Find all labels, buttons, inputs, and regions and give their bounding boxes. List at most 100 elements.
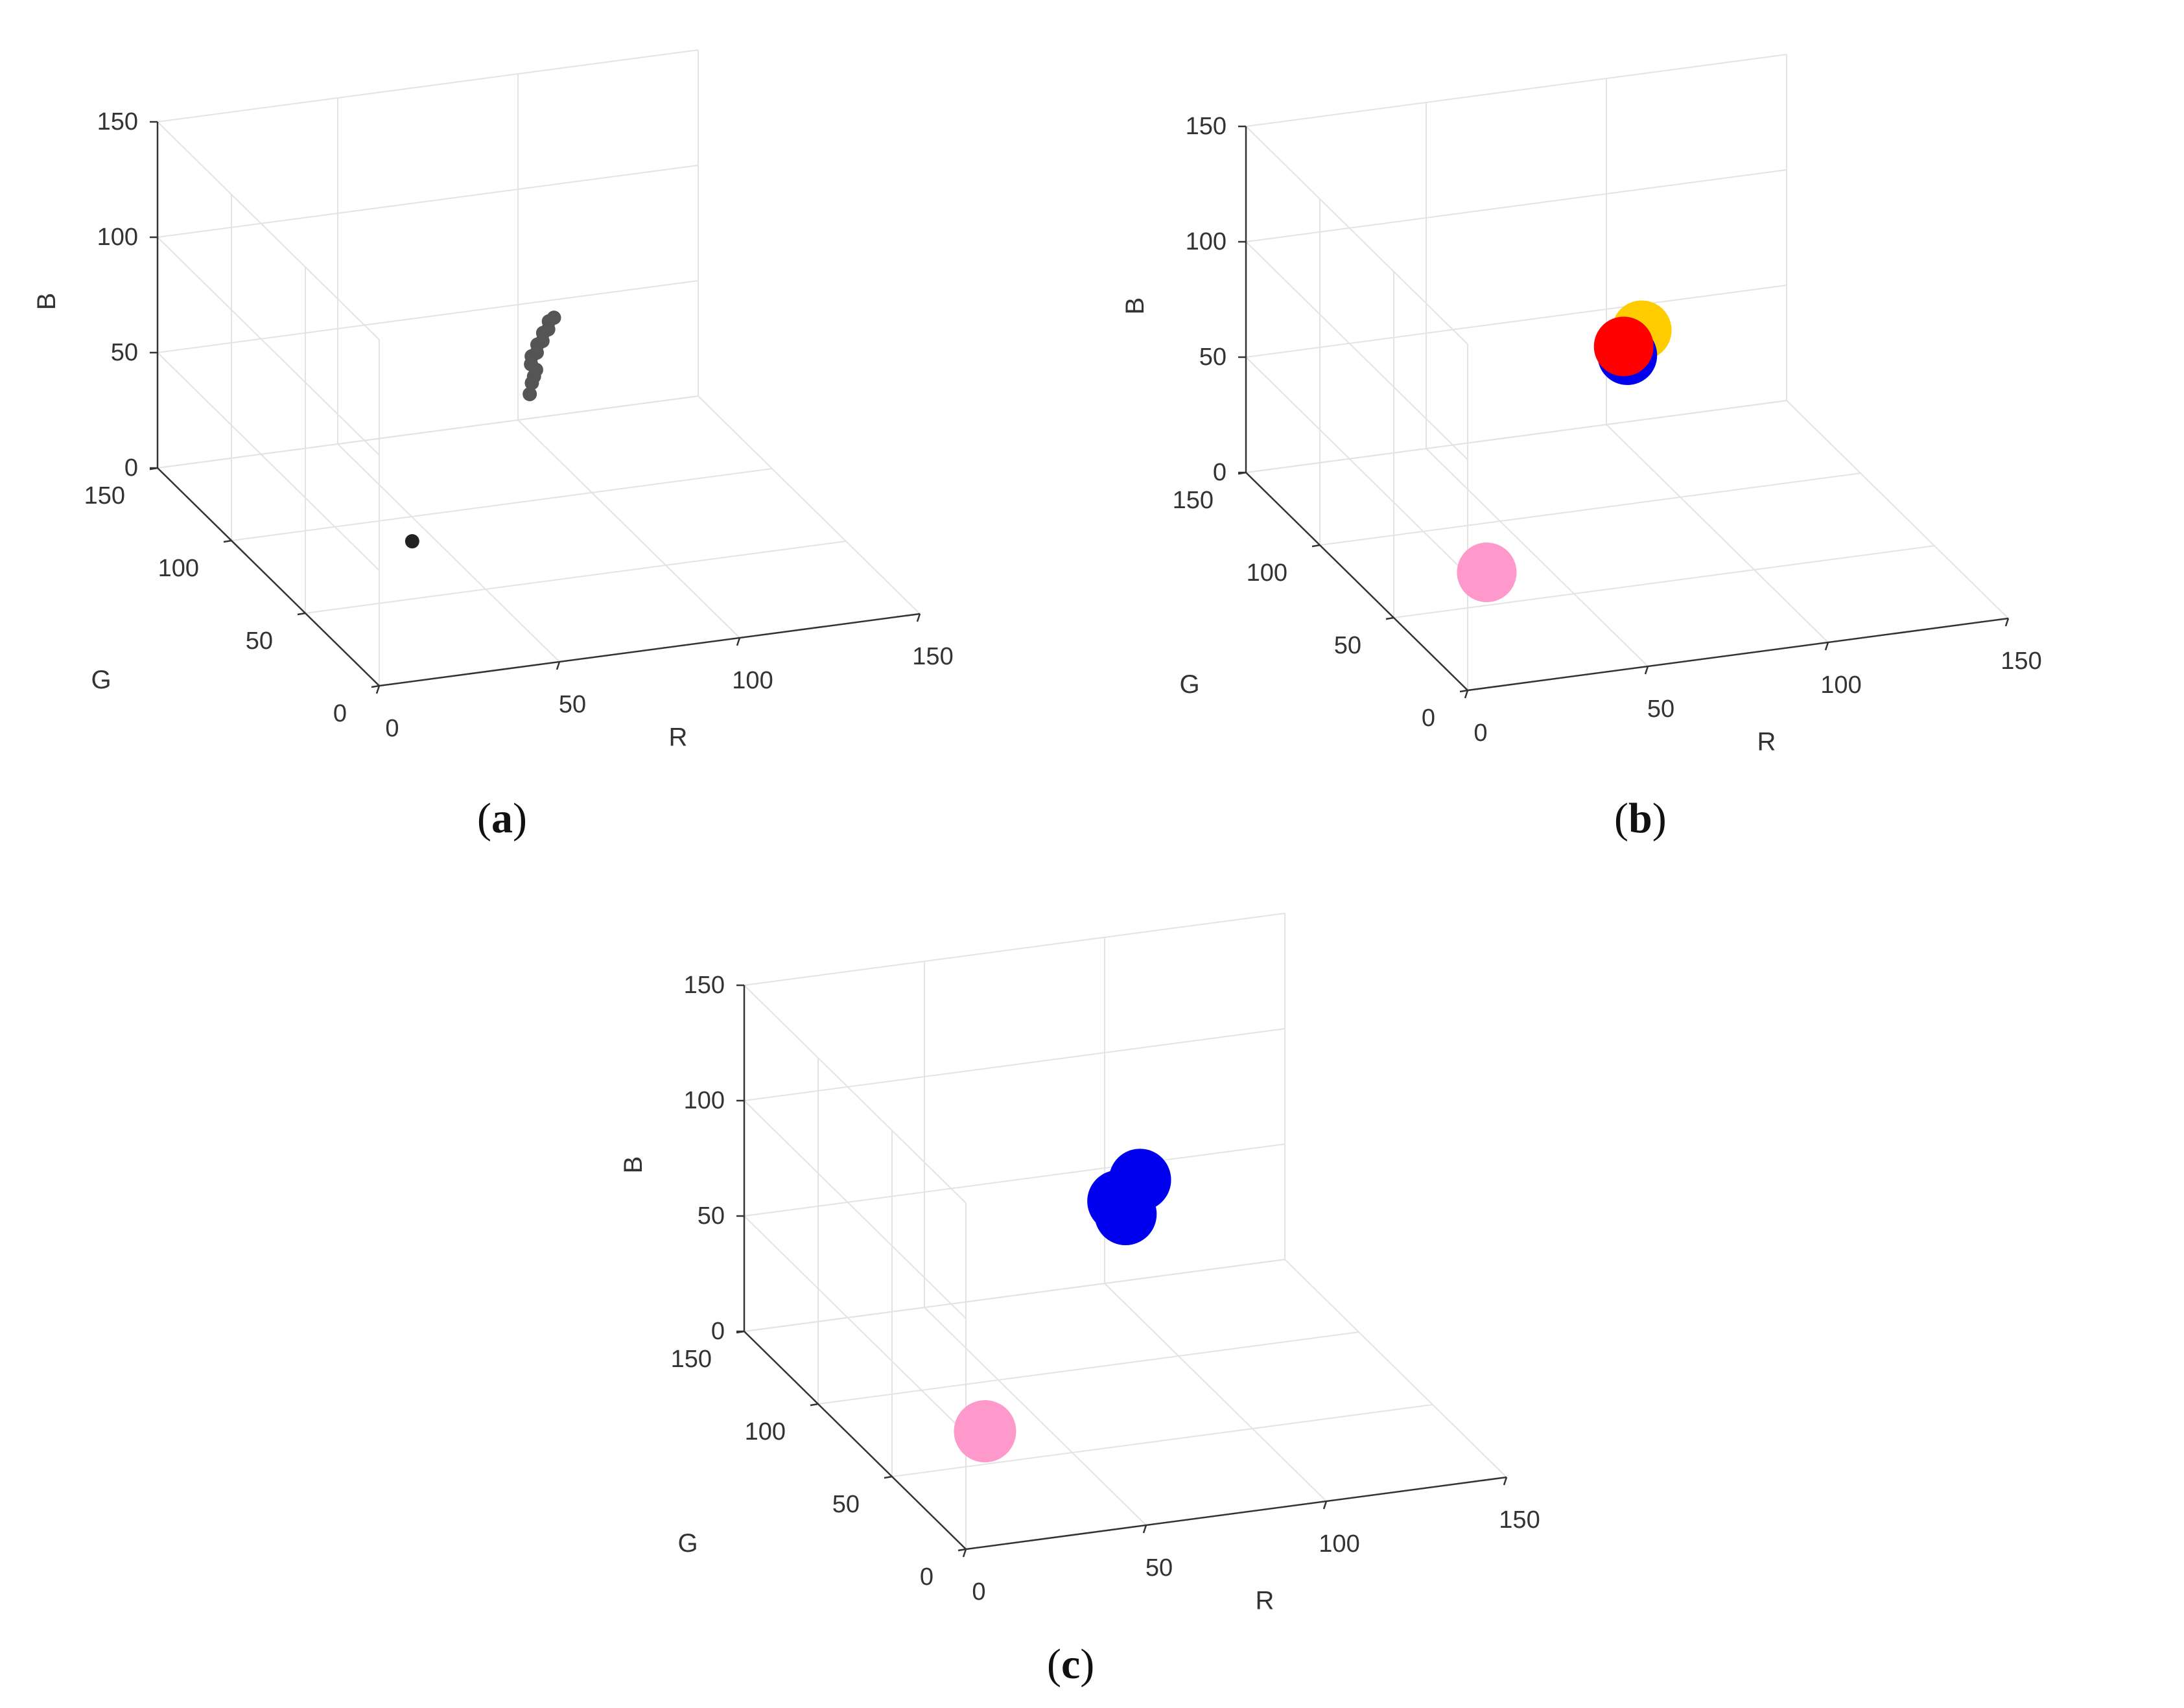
caption-a-letter: a bbox=[491, 795, 513, 842]
data-point bbox=[524, 375, 539, 390]
z-axis-label: B bbox=[32, 293, 61, 310]
x-tick-mark bbox=[962, 1549, 967, 1558]
gridline bbox=[1245, 241, 1468, 460]
x-tick-mark bbox=[1322, 1501, 1328, 1510]
x-tick-mark bbox=[375, 685, 381, 694]
z-tick-label: 0 bbox=[1213, 459, 1227, 486]
x-tick-mark bbox=[736, 637, 741, 646]
y-axis-line bbox=[157, 467, 380, 686]
z-tick-label: 150 bbox=[1186, 113, 1227, 140]
x-tick-mark bbox=[556, 661, 561, 670]
x-axis-line bbox=[965, 1476, 1507, 1550]
y-tick-label: 100 bbox=[745, 1418, 786, 1445]
z-axis-label: B bbox=[1121, 298, 1149, 315]
y-tick-mark bbox=[297, 612, 306, 616]
y-axis-label: G bbox=[678, 1529, 698, 1558]
gridline bbox=[1104, 1283, 1327, 1502]
gridline bbox=[1245, 54, 1787, 127]
y-tick-mark bbox=[371, 684, 380, 688]
z-tick-label: 50 bbox=[698, 1202, 725, 1230]
gridline bbox=[1606, 424, 1829, 643]
z-tick-label: 150 bbox=[684, 972, 725, 999]
gridline bbox=[744, 913, 1286, 986]
x-tick-label: 0 bbox=[1474, 719, 1487, 747]
data-point bbox=[954, 1400, 1016, 1463]
x-tick-label: 150 bbox=[912, 643, 953, 670]
data-point bbox=[1457, 543, 1517, 603]
data-point bbox=[1087, 1170, 1150, 1233]
x-tick-mark bbox=[1503, 1477, 1508, 1486]
caption-c: (c) bbox=[1047, 1641, 1095, 1688]
x-axis-line bbox=[379, 613, 921, 687]
gridline bbox=[231, 468, 773, 541]
caption-a: (a) bbox=[477, 795, 527, 842]
z-tick-label: 50 bbox=[1199, 344, 1227, 371]
gridline bbox=[1426, 448, 1649, 667]
y-tick-mark bbox=[810, 1403, 819, 1407]
gridline bbox=[698, 395, 921, 614]
gridline bbox=[157, 395, 699, 469]
data-point bbox=[405, 534, 419, 549]
y-tick-label: 0 bbox=[920, 1563, 933, 1591]
y-tick-label: 50 bbox=[1334, 632, 1361, 659]
x-tick-label: 100 bbox=[732, 667, 773, 694]
y-tick-mark bbox=[884, 1475, 893, 1479]
data-point bbox=[1593, 316, 1654, 377]
y-tick-label: 150 bbox=[1173, 487, 1214, 514]
z-tick-label: 0 bbox=[124, 454, 138, 482]
y-tick-label: 50 bbox=[246, 627, 273, 655]
gridline bbox=[517, 419, 740, 638]
gridline bbox=[924, 1307, 1147, 1526]
x-tick-label: 50 bbox=[559, 691, 586, 718]
x-tick-label: 50 bbox=[1647, 696, 1674, 723]
x-tick-mark bbox=[1142, 1525, 1147, 1534]
gridline bbox=[157, 165, 699, 238]
gridline bbox=[157, 237, 380, 456]
y-tick-label: 50 bbox=[832, 1491, 860, 1518]
gridline bbox=[744, 1143, 1286, 1217]
x-tick-label: 0 bbox=[385, 715, 399, 742]
y-tick-label: 100 bbox=[158, 555, 199, 582]
x-tick-label: 150 bbox=[2001, 648, 2041, 675]
gridline bbox=[1393, 545, 1935, 618]
x-tick-label: 100 bbox=[1319, 1530, 1359, 1558]
gridline bbox=[744, 985, 967, 1204]
x-axis-label: R bbox=[1255, 1587, 1274, 1615]
x-axis-label: R bbox=[668, 723, 687, 752]
x-tick-label: 0 bbox=[972, 1578, 985, 1606]
gridline bbox=[1245, 126, 1468, 345]
z-tick-label: 150 bbox=[97, 108, 138, 135]
y-tick-label: 100 bbox=[1247, 559, 1287, 587]
gridline bbox=[337, 443, 560, 662]
y-tick-label: 150 bbox=[84, 482, 125, 509]
gridline bbox=[744, 1028, 1286, 1101]
y-tick-label: 150 bbox=[671, 1346, 712, 1373]
y-tick-mark bbox=[223, 539, 232, 543]
gridline bbox=[1245, 169, 1787, 242]
caption-c-letter: c bbox=[1061, 1641, 1081, 1688]
z-tick-label: 100 bbox=[97, 224, 138, 251]
caption-b-letter: b bbox=[1628, 795, 1652, 842]
z-tick-label: 100 bbox=[684, 1087, 725, 1114]
gridline bbox=[744, 1100, 967, 1319]
gridline bbox=[817, 1331, 1359, 1405]
gridline bbox=[744, 1215, 967, 1434]
x-tick-mark bbox=[1824, 642, 1829, 651]
y-tick-mark bbox=[1311, 544, 1321, 548]
x-tick-label: 50 bbox=[1145, 1554, 1173, 1582]
x-tick-label: 100 bbox=[1820, 672, 1861, 699]
gridline bbox=[305, 541, 847, 614]
caption-b: (b) bbox=[1614, 795, 1667, 842]
gridline bbox=[1245, 285, 1787, 358]
y-tick-label: 0 bbox=[333, 700, 347, 727]
y-tick-label: 0 bbox=[1422, 705, 1435, 732]
gridline bbox=[157, 280, 699, 353]
gridline bbox=[891, 1404, 1433, 1477]
y-axis-line bbox=[744, 1331, 967, 1550]
y-tick-mark bbox=[1385, 616, 1394, 620]
x-tick-mark bbox=[2004, 618, 2010, 627]
y-tick-mark bbox=[957, 1548, 967, 1552]
